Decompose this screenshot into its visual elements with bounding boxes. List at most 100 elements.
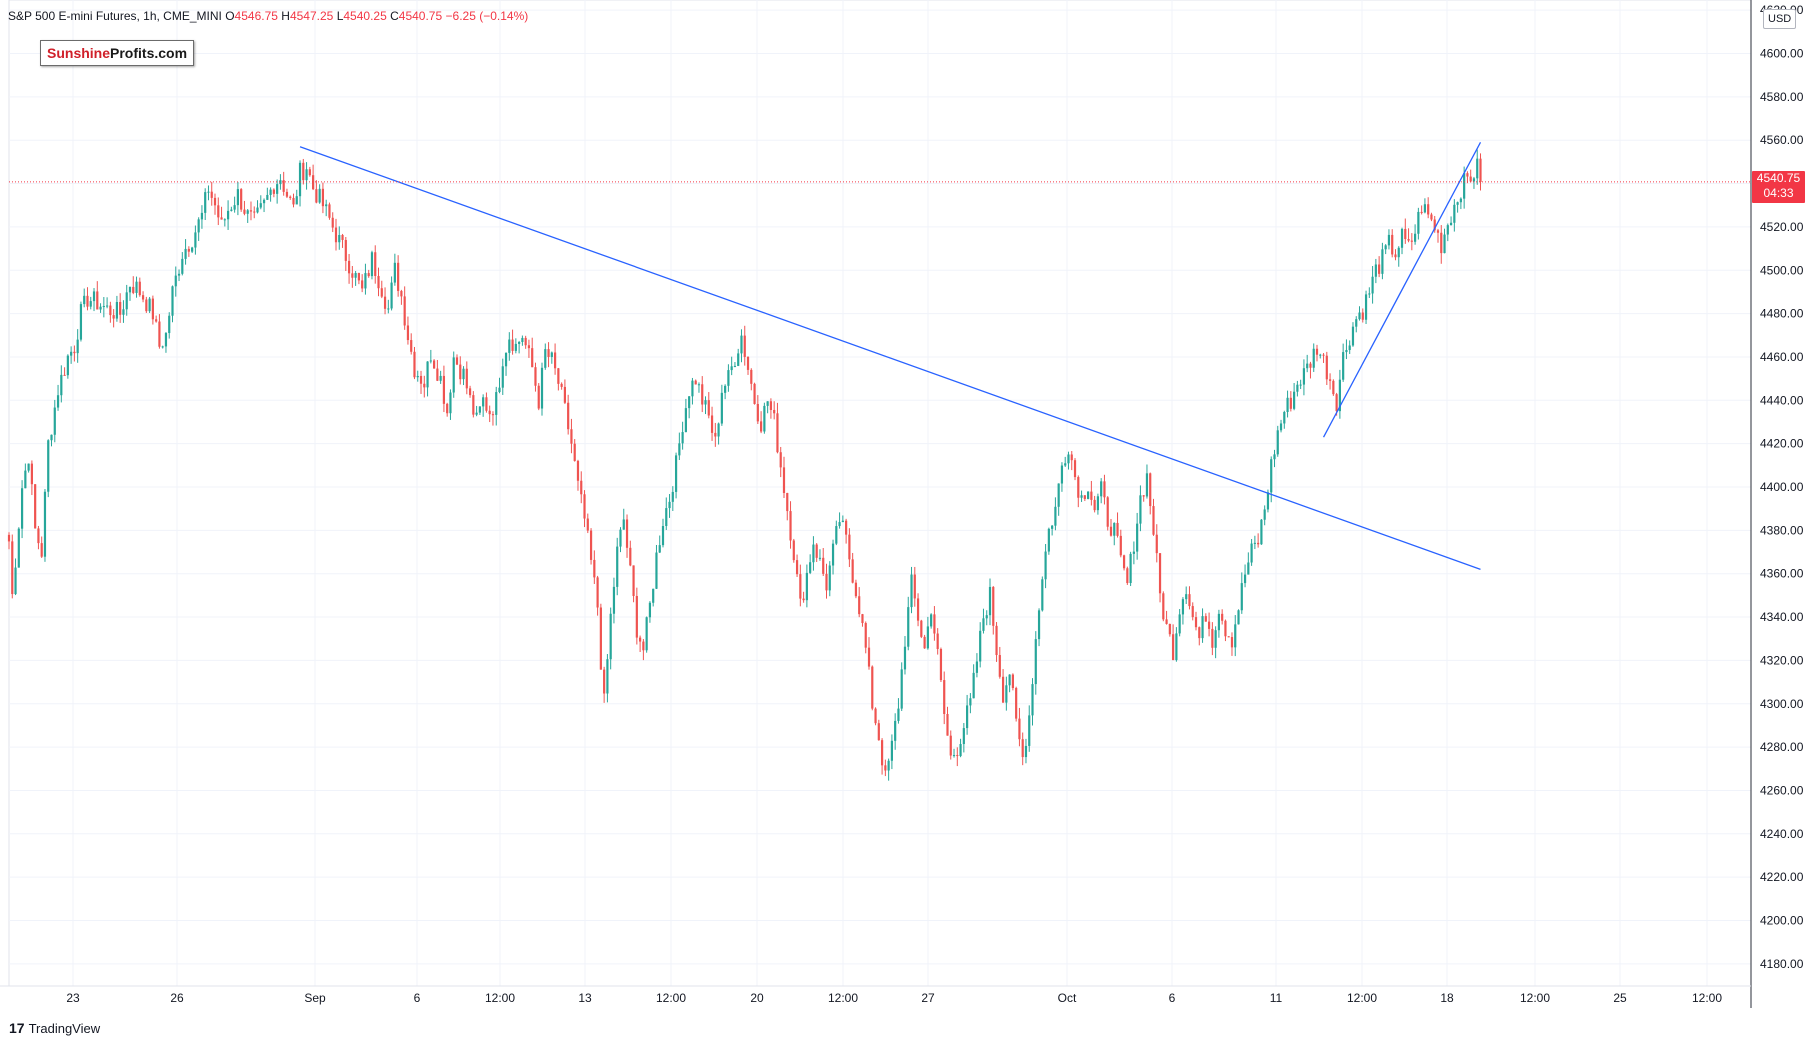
candle-body xyxy=(7,534,11,542)
candle-body xyxy=(1211,628,1214,648)
candle-body xyxy=(259,203,262,208)
candle-body xyxy=(629,547,632,566)
candle-body xyxy=(514,343,517,351)
candle-body xyxy=(903,646,907,670)
candle-body xyxy=(1338,379,1341,412)
candle-body xyxy=(387,308,390,310)
candle-body xyxy=(11,541,14,595)
candle-body xyxy=(1054,506,1057,526)
low-value: 4540.25 xyxy=(343,9,387,23)
candle-body xyxy=(312,175,315,190)
bar-countdown: 04:33 xyxy=(1763,186,1794,200)
y-tick-label: 4220.00 xyxy=(1760,870,1804,884)
candle-body xyxy=(939,648,943,681)
candle-body xyxy=(92,291,96,302)
candle-body xyxy=(962,728,965,745)
candle-body xyxy=(874,708,877,724)
candle-body xyxy=(40,543,43,557)
candle-body xyxy=(982,618,985,631)
candle-body xyxy=(1414,233,1417,242)
candle-body xyxy=(835,526,838,544)
candle-body xyxy=(537,385,540,409)
candle-body xyxy=(743,335,746,357)
candle-body xyxy=(1096,496,1100,511)
x-tick-label: 27 xyxy=(921,991,935,1005)
y-tick-label: 4200.00 xyxy=(1760,914,1804,928)
candle-body xyxy=(612,586,616,614)
candle-body xyxy=(1217,613,1220,631)
y-tick-label: 4400.00 xyxy=(1760,480,1804,494)
close-value: 4540.75 xyxy=(398,9,443,23)
candle-body xyxy=(557,368,560,384)
x-tick-label: 26 xyxy=(170,991,184,1005)
candle-body xyxy=(1381,249,1384,274)
candle-body xyxy=(1149,473,1152,507)
y-tick-label: 4520.00 xyxy=(1760,220,1804,234)
candle-body xyxy=(1178,614,1181,634)
candle-body xyxy=(318,188,321,203)
candle-body xyxy=(766,401,769,406)
candle-body xyxy=(956,755,959,757)
candle-body xyxy=(1315,348,1319,355)
change-value: −6.25 (−0.14%) xyxy=(445,9,529,23)
candle-body xyxy=(737,353,740,366)
trendline xyxy=(1322,142,1482,438)
candle-body xyxy=(998,655,1001,677)
candle-body xyxy=(1106,497,1109,527)
candle-body xyxy=(508,339,511,353)
y-tick-label: 4580.00 xyxy=(1760,90,1804,104)
candle-body xyxy=(1456,202,1459,205)
candle-body xyxy=(779,452,782,468)
candle-body xyxy=(560,383,563,387)
candle-body xyxy=(96,291,99,310)
high-label: H xyxy=(281,9,290,23)
y-tick-label: 4260.00 xyxy=(1760,783,1804,797)
candle-body xyxy=(262,199,266,204)
candle-body xyxy=(616,546,619,587)
candle-body xyxy=(570,429,573,444)
candle-body xyxy=(825,573,828,591)
candle-body xyxy=(871,666,874,709)
currency-button[interactable]: USD xyxy=(1763,9,1797,29)
candle-body xyxy=(53,407,56,435)
candle-body xyxy=(1417,211,1420,234)
y-tick-label: 4560.00 xyxy=(1760,133,1804,147)
candle-body xyxy=(446,403,449,414)
candle-body xyxy=(76,339,79,354)
candle-body xyxy=(1100,481,1103,497)
candle-body xyxy=(357,272,360,281)
candle-body xyxy=(694,380,697,385)
candle-body xyxy=(377,275,380,289)
candle-body xyxy=(707,400,710,416)
open-label: O xyxy=(225,9,235,23)
tradingview-branding[interactable]: 17 TradingView xyxy=(9,1020,100,1036)
candle-body xyxy=(495,392,498,415)
candle-body xyxy=(308,169,311,176)
candle-body xyxy=(1047,528,1050,552)
candle-body xyxy=(119,301,122,315)
symbol-title[interactable]: S&P 500 E-mini Futures, 1h, CME_MINI xyxy=(8,9,222,23)
candle-body xyxy=(988,586,992,616)
candle-body xyxy=(344,239,347,261)
candle-body xyxy=(1129,553,1132,584)
x-tick-label: 23 xyxy=(66,991,80,1005)
candle-body xyxy=(1440,232,1443,254)
candle-body xyxy=(383,296,387,309)
candle-body xyxy=(684,408,687,433)
candle-body xyxy=(1021,739,1024,758)
candle-body xyxy=(776,413,779,453)
x-tick-label: 11 xyxy=(1270,991,1283,1005)
candle-body xyxy=(603,669,606,694)
candle-body xyxy=(1031,684,1034,716)
candle-body xyxy=(606,659,609,694)
candle-body xyxy=(668,501,671,509)
candle-body xyxy=(181,258,184,274)
candle-body xyxy=(347,260,351,274)
candle-body xyxy=(504,352,508,367)
candle-body xyxy=(1427,204,1430,215)
candle-body xyxy=(1139,495,1142,524)
candle-body xyxy=(1466,173,1469,177)
y-tick-label: 4280.00 xyxy=(1760,740,1804,754)
candle-body xyxy=(364,273,367,289)
